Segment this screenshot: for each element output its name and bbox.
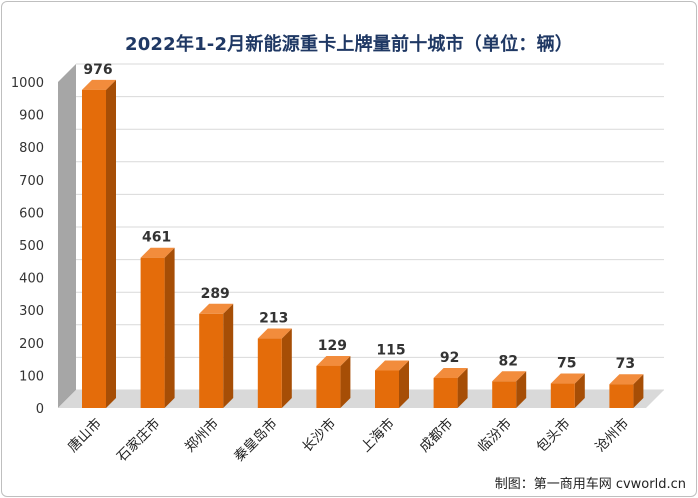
data-label: 461	[142, 230, 171, 246]
data-label: 75	[557, 356, 576, 372]
bar-top	[550, 373, 585, 384]
bar	[199, 313, 224, 408]
x-tick-label: 石家庄市	[113, 415, 163, 465]
bar-side	[399, 360, 409, 408]
bar-top	[140, 247, 175, 258]
x-tick-label: 包头市	[533, 415, 574, 456]
x-tick-label: 长沙市	[299, 415, 340, 456]
y-tick-label: 300	[19, 304, 44, 319]
bar-top	[257, 328, 292, 339]
data-label: 289	[201, 286, 230, 302]
y-tick-label: 200	[19, 337, 44, 352]
chart-title: 2022年1-2月新能源重卡上牌量前十城市（单位：辆）	[124, 34, 573, 55]
bar	[82, 89, 106, 408]
x-tick-label: 郑州市	[181, 415, 222, 456]
y-tick-label: 1000	[11, 76, 44, 91]
chart-credit: 制图：第一商用车网 cvworld.cn	[494, 477, 686, 492]
bar-side	[516, 371, 527, 408]
bar-side	[106, 79, 116, 408]
data-label: 82	[498, 353, 517, 369]
bar	[492, 381, 517, 408]
x-tick-label: 临汾市	[474, 415, 515, 456]
y-tick-label: 800	[19, 141, 44, 156]
bar-side	[281, 328, 292, 408]
bar-side	[457, 368, 468, 408]
bar-top	[609, 374, 644, 385]
side-wall	[58, 64, 76, 408]
data-label: 213	[259, 311, 288, 327]
bar-side	[340, 355, 351, 408]
data-label: 976	[83, 62, 112, 78]
data-label: 115	[376, 343, 405, 359]
y-tick-label: 100	[19, 369, 44, 384]
bar	[375, 370, 399, 408]
bar-top	[492, 371, 527, 382]
data-label: 73	[616, 356, 635, 372]
bar-top	[433, 368, 468, 379]
bar-top	[82, 79, 116, 90]
bar-top	[316, 355, 351, 366]
data-label: 92	[440, 350, 459, 366]
y-tick-label: 900	[19, 109, 44, 124]
bar-side	[223, 303, 234, 408]
y-tick-label: 400	[19, 272, 44, 287]
x-tick-label: 沧州市	[592, 415, 633, 456]
x-tick-label: 秦皇岛市	[230, 415, 280, 465]
bar	[550, 383, 575, 408]
bar-side	[164, 247, 175, 408]
y-tick-label: 600	[19, 206, 44, 221]
x-tick-label: 唐山市	[64, 415, 105, 456]
y-tick-label: 700	[19, 174, 44, 189]
bar-top	[375, 360, 409, 371]
bar-top	[199, 303, 234, 314]
x-tick-label: 上海市	[357, 415, 398, 456]
bar-side	[633, 374, 644, 408]
bar	[316, 365, 341, 408]
bar	[257, 338, 282, 408]
y-tick-label: 500	[19, 239, 44, 254]
x-tick-label: 成都市	[416, 415, 457, 456]
data-label: 129	[318, 338, 347, 354]
y-tick-label: 0	[36, 402, 44, 417]
bar	[140, 257, 165, 408]
bar-side	[574, 373, 585, 408]
bar	[433, 378, 458, 408]
bar	[609, 384, 634, 408]
